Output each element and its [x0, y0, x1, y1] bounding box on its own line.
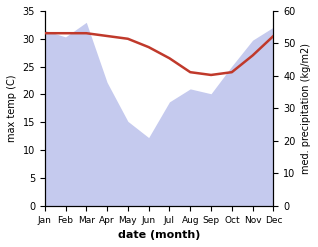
Y-axis label: med. precipitation (kg/m2): med. precipitation (kg/m2) — [301, 43, 311, 174]
Y-axis label: max temp (C): max temp (C) — [7, 75, 17, 142]
X-axis label: date (month): date (month) — [118, 230, 200, 240]
